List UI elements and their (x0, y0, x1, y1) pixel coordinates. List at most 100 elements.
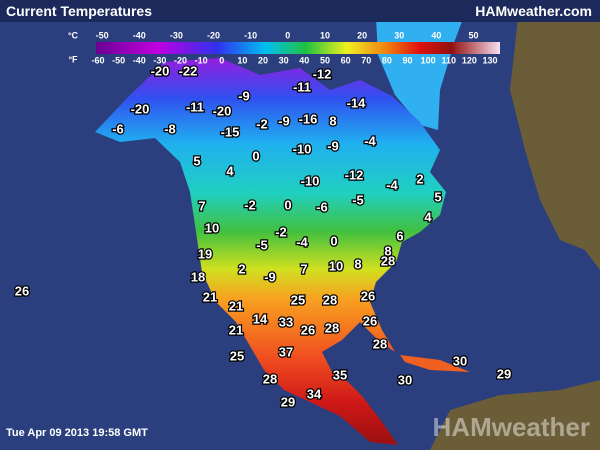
brand: HAMweather.com (475, 3, 592, 19)
celsius-tick: -10 (244, 30, 257, 40)
temperature-label: 7 (198, 198, 205, 213)
temperature-label: 4 (424, 209, 432, 224)
fahrenheit-tick: 120 (462, 55, 477, 65)
temperature-label: 26 (15, 283, 29, 298)
temperature-label: 21 (229, 298, 243, 313)
temperature-label: 4 (226, 163, 234, 178)
land-south (430, 380, 600, 450)
temperature-label: -9 (264, 269, 276, 284)
title: Current Temperatures (6, 3, 152, 19)
temperature-label: 5 (434, 189, 441, 204)
temperature-label: 0 (330, 233, 337, 248)
temperature-label: 21 (203, 289, 217, 304)
watermark: HAMweather (433, 412, 590, 442)
temperature-label: 34 (307, 386, 322, 401)
fahrenheit-tick: -30 (153, 55, 166, 65)
temperature-label: 26 (301, 322, 315, 337)
fahrenheit-tick: 110 (441, 55, 456, 65)
fahrenheit-tick: -20 (174, 55, 187, 65)
celsius-tick: -50 (96, 30, 109, 40)
fahrenheit-tick: 20 (258, 55, 268, 65)
temperature-label: -12 (345, 167, 364, 182)
celsius-tick: 0 (285, 30, 290, 40)
temperature-label: -16 (299, 111, 318, 126)
temperature-label: 30 (398, 372, 412, 387)
temperature-label: 2 (238, 261, 245, 276)
celsius-tick: 40 (431, 30, 441, 40)
temperature-label: 26 (361, 288, 375, 303)
temperature-label: -10 (293, 141, 312, 156)
temperature-label: -22 (179, 63, 198, 78)
land-east (510, 0, 600, 270)
temperature-label: 21 (229, 322, 243, 337)
fahrenheit-tick: -40 (133, 55, 146, 65)
temperature-label: 28 (373, 336, 387, 351)
temperature-label: -2 (244, 197, 256, 212)
color-bar (96, 42, 500, 54)
timestamp: Tue Apr 09 2013 19:58 GMT (6, 427, 148, 439)
temperature-label: -2 (275, 224, 287, 239)
temperature-labels: -20 -22 -12-11-9-20 -11 -20-14-6 -8 -15-2 -9 -16… (14, 62, 513, 411)
fahrenheit-tick: -10 (195, 55, 208, 65)
temperature-label: -12 (313, 66, 332, 81)
temperature-label: -9 (278, 113, 290, 128)
celsius-tick: -40 (133, 30, 146, 40)
celsius-tick: -20 (207, 30, 220, 40)
temperature-label: 25 (291, 292, 305, 307)
temperature-label: -20 (213, 103, 232, 118)
temperature-label: -4 (296, 234, 308, 249)
header-bar (0, 0, 600, 22)
temperature-label: 8 (354, 256, 361, 271)
temperature-label: -14 (347, 95, 367, 110)
fahrenheit-tick: 70 (361, 55, 371, 65)
temperature-label: 28 (325, 320, 339, 335)
temperature-label: 28 (381, 253, 395, 268)
fahrenheit-tick: -50 (112, 55, 125, 65)
fahrenheit-tick: 80 (382, 55, 392, 65)
celsius-unit: °C (68, 30, 79, 40)
temperature-label: -4 (386, 177, 398, 192)
temperature-label: 35 (333, 367, 347, 382)
fahrenheit-unit: °F (68, 54, 78, 64)
fahrenheit-tick: 0 (219, 55, 224, 65)
temperature-label: 33 (279, 314, 293, 329)
temperature-label: 10 (329, 258, 343, 273)
temperature-label: -11 (186, 99, 204, 114)
fahrenheit-tick: 90 (402, 55, 412, 65)
temperature-label: -11 (293, 79, 311, 94)
celsius-tick: 10 (320, 30, 330, 40)
temperature-label: 18 (191, 269, 205, 284)
fahrenheit-tick: 10 (237, 55, 247, 65)
north-america (95, 58, 446, 445)
celsius-tick: 50 (468, 30, 478, 40)
temperature-label: 25 (230, 348, 244, 363)
fahrenheit-tick: 50 (320, 55, 330, 65)
temperature-label: -5 (256, 237, 268, 252)
temperature-label: 29 (281, 394, 295, 409)
celsius-tick: 30 (394, 30, 404, 40)
temperature-label: -20 (151, 63, 170, 78)
temperature-label: 10 (205, 220, 219, 235)
temperature-label: 19 (198, 246, 212, 261)
temperature-label: -9 (238, 88, 250, 103)
cuba (400, 355, 470, 372)
celsius-tick: -30 (170, 30, 183, 40)
temperature-label: -8 (164, 121, 176, 136)
temperature-label: 26 (363, 313, 377, 328)
temperature-label: 30 (453, 353, 467, 368)
temperature-label: 2 (416, 171, 423, 186)
temperature-label: 8 (384, 243, 391, 258)
fahrenheit-tick: 100 (421, 55, 436, 65)
temperature-label: -15 (221, 124, 240, 139)
temperature-label: -5 (352, 192, 364, 207)
fahrenheit-tick: -60 (91, 55, 104, 65)
temperature-label: 0 (284, 197, 291, 212)
temperature-label: 0 (252, 148, 259, 163)
fahrenheit-tick: 40 (299, 55, 309, 65)
temperature-label: -20 (131, 101, 150, 116)
temperature-label: 7 (300, 261, 307, 276)
temperature-label: 29 (497, 366, 511, 381)
temperature-label: 8 (329, 113, 336, 128)
temperature-label: -9 (327, 138, 339, 153)
